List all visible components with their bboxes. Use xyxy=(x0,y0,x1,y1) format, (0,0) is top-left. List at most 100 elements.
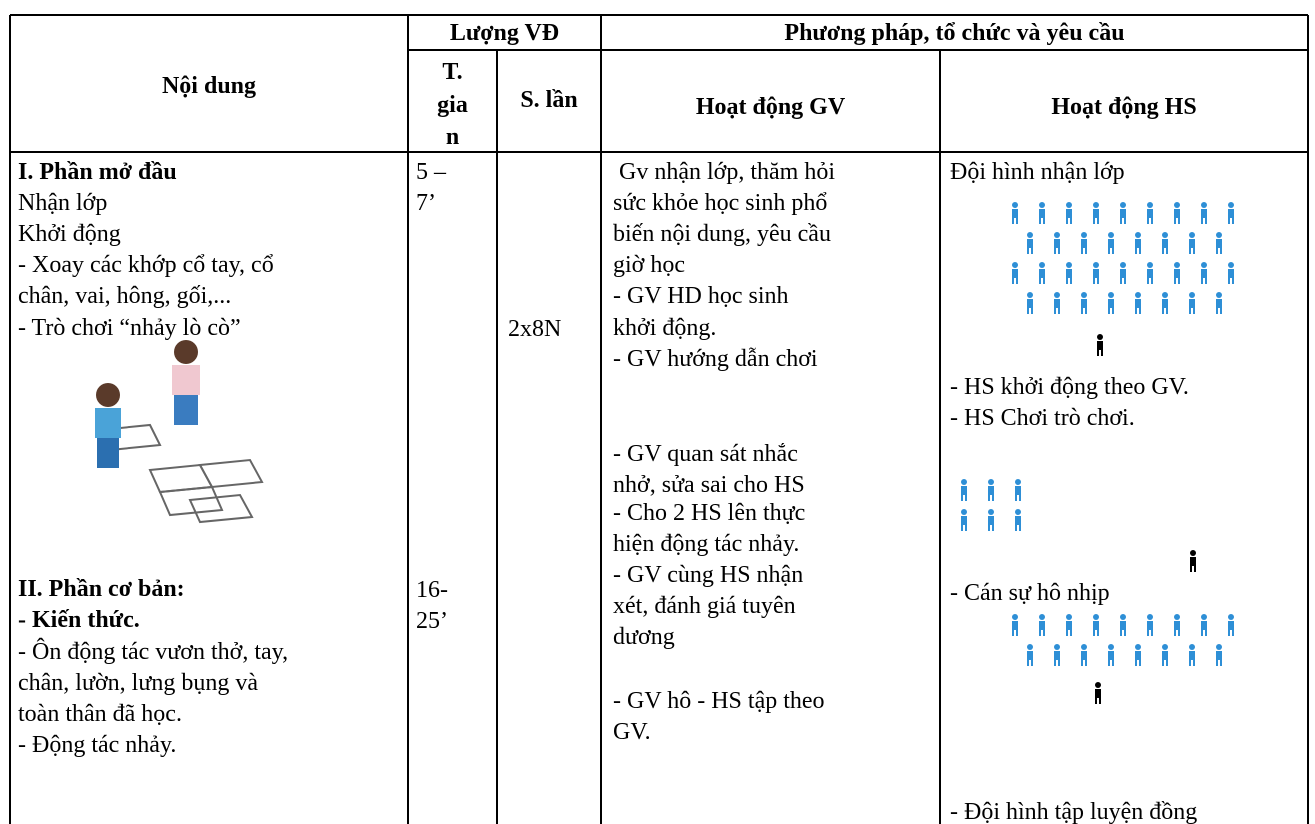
cell-text: 16- xyxy=(416,577,448,603)
person-icon xyxy=(1120,262,1126,284)
person-icon xyxy=(1162,232,1168,254)
formation-diagram xyxy=(961,202,1234,704)
person-icon xyxy=(961,509,967,531)
cell-text: - GV cùng HS nhận xyxy=(613,562,804,588)
person-icon xyxy=(1174,202,1180,224)
person-icon xyxy=(1174,614,1180,636)
cell-text: hiện động tác nhảy. xyxy=(613,531,800,557)
person-icon xyxy=(1147,202,1153,224)
cell-text: - GV HD học sinh xyxy=(613,283,789,309)
person-icon xyxy=(1039,614,1045,636)
person-icon xyxy=(1162,292,1168,314)
cell-text: T. xyxy=(442,59,463,85)
person-icon xyxy=(1108,644,1114,666)
cell-text: GV. xyxy=(613,719,651,745)
person-icon xyxy=(961,479,967,501)
cell-text: chân, lườn, lưng bụng và xyxy=(18,670,258,696)
cell-text: - Trò chơi “nhảy lò cò” xyxy=(18,315,241,341)
person-icon xyxy=(1012,262,1018,284)
person-icon xyxy=(1120,202,1126,224)
cell-text: - Ôn động tác vươn thở, tay, xyxy=(18,639,289,665)
cell-text: Phương pháp, tổ chức và yêu cầu xyxy=(784,20,1125,46)
person-icon xyxy=(1095,682,1101,704)
cell-text: S. lần xyxy=(520,87,578,113)
person-icon xyxy=(1054,232,1060,254)
person-icon xyxy=(1190,550,1196,572)
person-icon xyxy=(1135,644,1141,666)
hopscotch-image xyxy=(95,340,264,524)
person-icon xyxy=(1097,334,1103,356)
person-icon xyxy=(988,479,994,501)
cell-text: sức khỏe học sinh phổ xyxy=(613,190,828,216)
person-icon xyxy=(1015,509,1021,531)
cell-text: khởi động. xyxy=(613,315,717,341)
person-icon xyxy=(1081,232,1087,254)
person-icon xyxy=(1039,262,1045,284)
cell-text: Hoạt động HS xyxy=(1051,94,1197,120)
person-icon xyxy=(1228,614,1234,636)
person-icon xyxy=(1189,292,1195,314)
person-icon xyxy=(1054,644,1060,666)
person-icon xyxy=(1216,292,1222,314)
person-icon xyxy=(1228,202,1234,224)
person-icon xyxy=(1147,614,1153,636)
cell-text: Đội hình nhận lớp xyxy=(950,159,1125,185)
person-icon xyxy=(1054,292,1060,314)
cell-text: I. Phần mở đầu xyxy=(18,159,177,185)
person-icon xyxy=(1201,614,1207,636)
person-icon xyxy=(1216,232,1222,254)
cell-text: - GV hô - HS tập theo xyxy=(613,688,825,714)
person-icon xyxy=(1066,202,1072,224)
cell-text: 2x8N xyxy=(508,316,562,342)
cell-text: n xyxy=(445,124,460,150)
cell-text: dương xyxy=(613,624,675,650)
cell-text: Hoạt động GV xyxy=(695,94,846,120)
person-icon xyxy=(1081,292,1087,314)
cell-text: chân, vai, hông, gối,... xyxy=(18,283,232,309)
person-icon xyxy=(1216,644,1222,666)
person-icon xyxy=(1093,614,1099,636)
person-icon xyxy=(1201,202,1207,224)
person-icon xyxy=(1174,262,1180,284)
cell-text: - HS Chơi trò chơi. xyxy=(950,405,1135,431)
cell-text: - Đội hình tập luyện đồng xyxy=(950,799,1198,824)
person-icon xyxy=(1108,292,1114,314)
cell-text: - Xoay các khớp cổ tay, cổ xyxy=(18,252,274,278)
person-icon xyxy=(1162,644,1168,666)
cell-text: toàn thân đã học. xyxy=(18,701,182,727)
person-icon xyxy=(1189,644,1195,666)
person-icon xyxy=(1066,262,1072,284)
person-icon xyxy=(1093,202,1099,224)
person-icon xyxy=(1108,232,1114,254)
person-icon xyxy=(1066,614,1072,636)
person-icon xyxy=(1120,614,1126,636)
person-icon xyxy=(1201,262,1207,284)
person-icon xyxy=(1012,614,1018,636)
person-icon xyxy=(1081,644,1087,666)
person-icon xyxy=(1147,262,1153,284)
cell-text: Lượng VĐ xyxy=(449,20,560,46)
cell-text: Khởi động xyxy=(18,221,121,247)
person-icon xyxy=(1012,202,1018,224)
person-icon xyxy=(1027,644,1033,666)
cell-text: II. Phần cơ bản: xyxy=(18,576,185,602)
cell-text: - HS khởi động theo GV. xyxy=(950,374,1189,400)
cell-text: - Kiến thức. xyxy=(18,607,140,633)
cell-text: biến nội dung, yêu cầu xyxy=(613,221,831,247)
cell-text: - Cán sự hô nhịp xyxy=(950,580,1110,606)
cell-text: nhở, sửa sai cho HS xyxy=(613,472,805,498)
person-icon xyxy=(1015,479,1021,501)
cell-text: 25’ xyxy=(416,608,448,634)
person-icon xyxy=(1228,262,1234,284)
cell-text: Nhận lớp xyxy=(18,190,108,216)
cell-text: - GV quan sát nhắc xyxy=(613,441,798,467)
cell-text: gia xyxy=(437,92,468,118)
person-icon xyxy=(1027,232,1033,254)
person-icon xyxy=(1093,262,1099,284)
cell-text: xét, đánh giá tuyên xyxy=(613,593,796,619)
person-icon xyxy=(1135,292,1141,314)
person-icon xyxy=(1135,232,1141,254)
cell-text: 7’ xyxy=(416,190,436,216)
person-icon xyxy=(1189,232,1195,254)
